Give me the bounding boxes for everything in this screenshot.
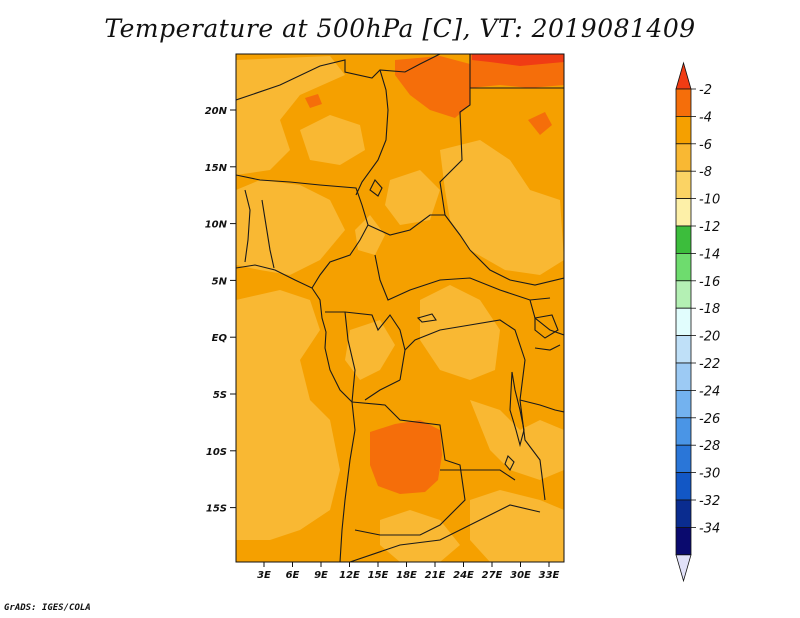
colorbar-label: -16 xyxy=(699,275,720,290)
colorbar-swatch xyxy=(675,280,692,309)
temperature-field-minus2 xyxy=(472,54,564,66)
lon-tick-label: 33E xyxy=(539,570,560,581)
map-title: Temperature at 500hPa [C], VT: 201908140… xyxy=(104,14,696,43)
lat-tick-label: 10N xyxy=(205,220,228,231)
lon-tick-label: 27E xyxy=(482,570,503,581)
colorbar-label: -28 xyxy=(699,439,720,454)
latitude-axis: 20N 15N 10N 5N EQ 5S 10S 15S xyxy=(205,106,236,515)
lat-tick-label: 15S xyxy=(206,504,227,515)
colorbar-top-arrow xyxy=(675,61,692,90)
lon-tick-label: 15E xyxy=(368,570,389,581)
lon-tick-label: 3E xyxy=(257,570,271,581)
lat-tick-label: 15N xyxy=(205,163,228,174)
colorbar-swatch xyxy=(675,170,692,199)
lon-tick-label: 12E xyxy=(339,570,360,581)
lat-tick-label: EQ xyxy=(212,333,228,344)
colorbar-swatch xyxy=(675,198,692,227)
colorbar-label: -10 xyxy=(699,193,720,208)
colorbar-swatch xyxy=(675,472,692,501)
colorbar-swatch xyxy=(675,527,692,556)
colorbar-label: -22 xyxy=(699,357,720,372)
lon-tick-label: 30E xyxy=(510,570,531,581)
colorbar-swatch xyxy=(675,499,692,528)
colorbar-swatch xyxy=(675,389,692,419)
colorbar-label: -8 xyxy=(699,165,712,180)
colorbar-swatch xyxy=(675,335,692,364)
lon-tick-label: 9E xyxy=(314,570,328,581)
grads-credit: GrADS: IGES/COLA xyxy=(4,603,91,613)
lat-tick-label: 10S xyxy=(206,447,227,458)
lat-tick-label: 5S xyxy=(213,390,227,401)
colorbar-swatch xyxy=(675,116,692,145)
colorbar-label: -12 xyxy=(699,220,720,235)
longitude-axis: 3E 6E 9E 12E 15E 18E 21E 24E 27E 30E 33E xyxy=(257,562,560,581)
lon-tick-label: 21E xyxy=(425,570,446,581)
colorbar-swatch xyxy=(675,143,692,172)
colorbar-swatch xyxy=(675,362,692,391)
lon-tick-label: 18E xyxy=(396,570,417,581)
temperature-field-minus8 xyxy=(236,56,564,562)
colorbar-label: -18 xyxy=(699,302,720,317)
colorbar-label: -24 xyxy=(699,384,720,399)
colorbar-label: -32 xyxy=(699,494,720,509)
temperature-field-minus4 xyxy=(305,54,564,494)
colorbar-label: -4 xyxy=(699,110,712,125)
colorbar-swatch xyxy=(675,444,692,474)
map-frame xyxy=(235,53,565,563)
colorbar-label: -30 xyxy=(699,467,720,482)
map-panel xyxy=(236,54,564,562)
lat-tick-label: 20N xyxy=(205,106,228,117)
colorbar-label: -26 xyxy=(699,412,720,427)
colorbar-label: -34 xyxy=(699,521,720,536)
colorbar-label: -20 xyxy=(699,330,720,345)
colorbar-bottom-arrow xyxy=(675,554,692,583)
colorbar-swatch xyxy=(675,417,692,446)
colorbar-swatch xyxy=(675,88,692,117)
colorbar-label: -6 xyxy=(699,138,712,153)
colorbar-label: -2 xyxy=(699,83,712,98)
lon-tick-label: 6E xyxy=(286,570,300,581)
colorbar-swatch xyxy=(675,225,692,254)
colorbar-swatch xyxy=(675,307,692,337)
lon-tick-label: 24E xyxy=(453,570,474,581)
country-borders xyxy=(236,54,564,562)
colorbar-swatch xyxy=(675,252,692,282)
lat-tick-label: 5N xyxy=(212,276,228,287)
colorbar: -2 -4 -6 -8 -10 -12 -14 -16 -18 -20 -22 -24 -26 -28 -3… xyxy=(675,61,720,583)
colorbar-label: -14 xyxy=(699,247,720,262)
